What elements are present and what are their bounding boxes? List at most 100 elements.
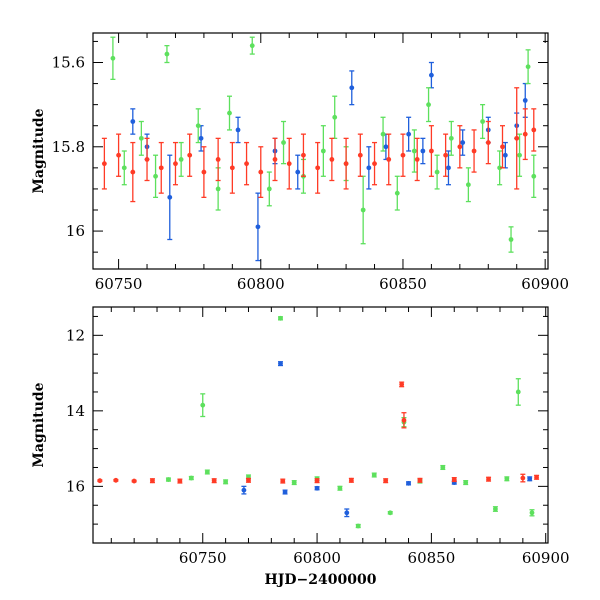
bottom-point-green	[277, 315, 283, 321]
bottom-y-tick-label: 16	[66, 477, 85, 495]
bottom-plot-frame	[92, 306, 549, 544]
top-point-red	[443, 133, 449, 177]
top-point-green	[448, 120, 454, 156]
top-point-blue	[349, 70, 355, 106]
bottom-point-green	[188, 475, 194, 481]
top-point-red	[500, 125, 505, 169]
top-point-red	[172, 141, 178, 186]
top-point-red	[201, 146, 207, 199]
top-point-green	[465, 167, 471, 203]
top-point-blue	[167, 154, 173, 241]
bottom-point-red	[280, 478, 286, 484]
top-point-blue	[445, 150, 451, 186]
top-x-tick-label: 60800	[237, 275, 285, 293]
bottom-point-blue	[344, 508, 350, 518]
bottom-point-green	[440, 464, 446, 471]
bottom-point-green	[529, 509, 535, 517]
x-axis-label: HJD−2400000	[265, 572, 377, 588]
bottom-panel: 60750 60800 60850 60900 12 14 16 Magnitude HJD−2…	[31, 306, 570, 588]
bottom-x-tick-label: 60800	[293, 549, 341, 567]
top-point-green	[153, 154, 159, 199]
top-x-tick-label: 60750	[95, 275, 143, 293]
bottom-point-green	[204, 469, 210, 475]
top-point-red	[400, 133, 406, 177]
top-point-red	[522, 108, 528, 161]
bottom-point-red	[177, 478, 183, 484]
bottom-y-tick-label: 12	[66, 326, 85, 344]
bottom-point-red	[417, 477, 423, 483]
top-point-red	[101, 137, 107, 190]
top-y-tick-label: 16	[66, 222, 85, 240]
bottom-point-blue	[241, 485, 247, 495]
bottom-point-blue	[282, 489, 288, 495]
top-point-red	[144, 137, 150, 182]
top-point-green	[281, 120, 287, 165]
top-point-green	[394, 175, 400, 211]
top-point-green	[320, 125, 326, 177]
top-point-red	[258, 146, 264, 199]
top-point-red	[485, 120, 491, 165]
bottom-point-green	[463, 480, 469, 486]
top-point-green	[110, 36, 116, 81]
top-point-red	[386, 133, 392, 186]
top-point-red	[531, 108, 537, 152]
top-point-red	[514, 87, 520, 190]
bottom-point-green	[371, 472, 377, 478]
top-point-green	[480, 103, 486, 140]
top-point-red	[187, 133, 193, 177]
bottom-point-red	[399, 381, 405, 388]
top-point-blue	[383, 133, 389, 161]
top-point-green	[266, 171, 272, 207]
top-point-red	[414, 137, 420, 182]
top-point-blue	[130, 108, 136, 135]
bottom-point-green	[504, 476, 510, 482]
top-point-green	[426, 87, 432, 123]
top-point-blue	[428, 61, 434, 89]
top-point-red	[372, 141, 378, 186]
top-point-red	[272, 137, 278, 182]
top-point-green	[195, 108, 201, 144]
top-point-red	[428, 125, 434, 177]
top-point-green	[434, 154, 440, 190]
top-point-blue	[460, 129, 466, 156]
top-point-blue	[198, 125, 204, 152]
top-point-green	[138, 120, 144, 156]
bottom-point-red	[534, 474, 540, 480]
bottom-point-blue	[277, 361, 283, 367]
top-point-green	[380, 116, 386, 152]
bottom-y-axis-label: Magnitude	[31, 382, 47, 467]
top-x-tick-label: 60900	[521, 275, 569, 293]
bottom-x-tick-label: 60750	[179, 549, 227, 567]
top-point-red	[244, 141, 250, 186]
top-point-red	[130, 141, 136, 203]
bottom-point-green	[337, 485, 343, 491]
top-point-green	[121, 150, 127, 186]
top-plot-frame	[92, 32, 549, 270]
top-point-red	[300, 133, 306, 177]
bottom-point-red	[451, 477, 457, 483]
bottom-point-green	[165, 477, 171, 482]
bottom-point-red	[211, 478, 217, 484]
bottom-point-red	[97, 478, 103, 484]
bottom-data-points	[97, 315, 540, 529]
bottom-point-red	[113, 477, 119, 483]
bottom-point-red	[348, 477, 354, 483]
top-x-tick-label: 60850	[379, 275, 427, 293]
bottom-point-green	[223, 479, 229, 485]
top-point-red	[457, 125, 463, 169]
top-point-red	[471, 129, 477, 173]
top-y-tick-label: 15.6	[52, 54, 85, 72]
top-point-green	[508, 226, 514, 253]
bottom-point-red	[486, 476, 492, 482]
top-point-red	[158, 141, 164, 194]
top-point-blue	[502, 141, 508, 169]
top-point-red	[116, 133, 122, 177]
top-point-red	[329, 137, 335, 182]
bottom-point-blue	[314, 485, 320, 491]
top-panel: 60750 60800 60850 60900 15.6 15.8 16 Magnitude	[31, 32, 569, 293]
bottom-point-green	[291, 480, 297, 486]
bottom-point-red	[149, 478, 155, 484]
bottom-point-red	[245, 477, 251, 483]
bottom-point-blue	[406, 480, 412, 486]
